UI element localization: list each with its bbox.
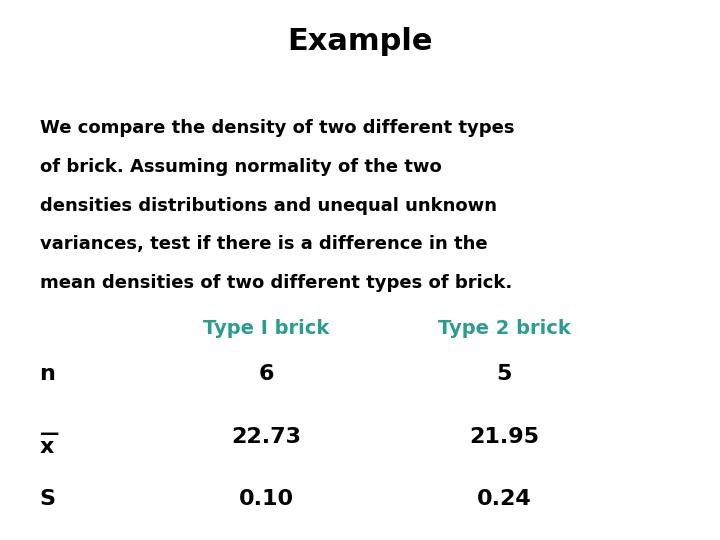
Text: n: n: [40, 364, 55, 384]
Text: 0.24: 0.24: [477, 489, 531, 509]
Text: of brick. Assuming normality of the two: of brick. Assuming normality of the two: [40, 158, 441, 176]
Text: 21.95: 21.95: [469, 427, 539, 447]
Text: x: x: [40, 437, 54, 457]
Text: mean densities of two different types of brick.: mean densities of two different types of…: [40, 274, 512, 292]
Text: Type I brick: Type I brick: [203, 319, 330, 338]
Text: —: —: [40, 424, 59, 443]
Text: 0.10: 0.10: [239, 489, 294, 509]
Text: 5: 5: [496, 364, 512, 384]
Text: S: S: [40, 489, 55, 509]
Text: Example: Example: [287, 27, 433, 56]
Text: We compare the density of two different types: We compare the density of two different …: [40, 119, 514, 137]
Text: 6: 6: [258, 364, 274, 384]
Text: densities distributions and unequal unknown: densities distributions and unequal unkn…: [40, 197, 497, 214]
Text: 22.73: 22.73: [231, 427, 302, 447]
Text: variances, test if there is a difference in the: variances, test if there is a difference…: [40, 235, 487, 253]
Text: Type 2 brick: Type 2 brick: [438, 319, 570, 338]
